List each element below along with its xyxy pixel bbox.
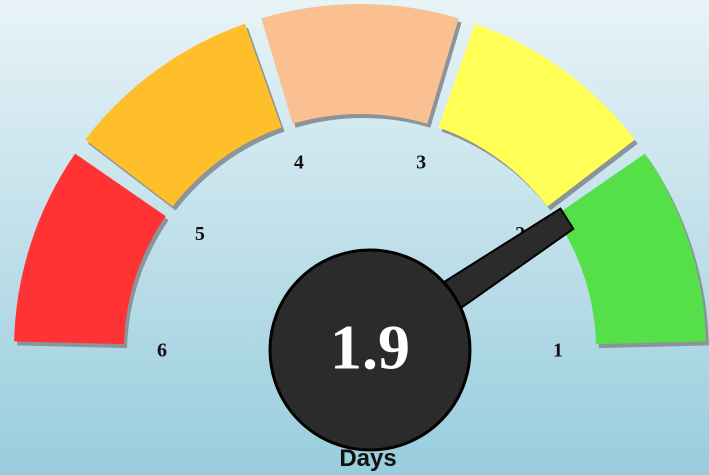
band [14,153,166,345]
tick-label: 1 [553,340,563,362]
band [438,23,635,207]
tick-label: 4 [294,151,304,173]
value-label: 1.9 [330,312,410,383]
gauge-label: Days [339,445,396,472]
band [554,153,706,345]
band [85,23,282,207]
tick-label: 5 [195,223,205,245]
tick-label: 6 [157,340,167,362]
needle-group: 1.9 [268,207,575,452]
band [261,4,459,124]
hub [268,248,472,452]
tick-label: 3 [416,151,426,173]
bands [14,4,709,349]
